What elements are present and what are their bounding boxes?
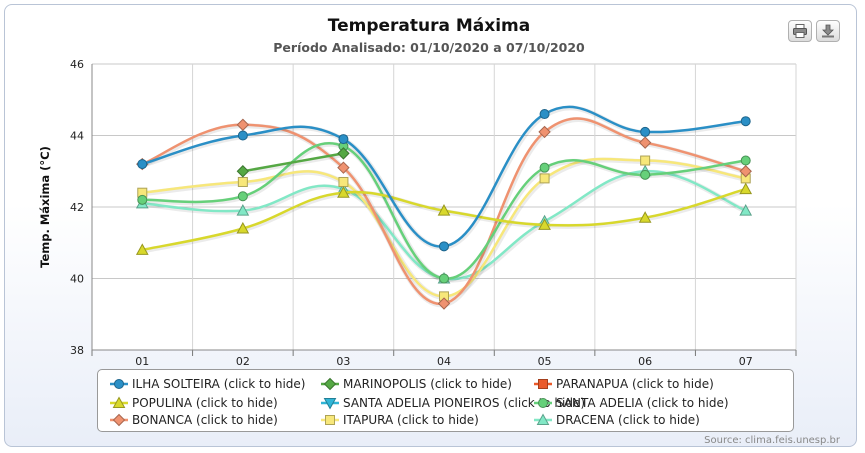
chart-legend: ILHA SOLTEIRA (click to hide) MARINOPOLIS… [97,369,794,432]
legend-marker[interactable] [323,398,337,410]
legend-label: MARINOPOLIS (click to hide) [343,377,512,391]
legend-label: BONANCA (click to hide) [132,413,278,427]
data-point[interactable] [640,169,651,180]
legend-symbol [534,413,552,425]
data-point[interactable] [539,173,550,184]
data-point[interactable] [739,182,753,195]
data-point[interactable] [638,211,652,223]
data-point[interactable] [135,243,149,255]
x-tick-label: 01 [135,355,149,368]
data-point[interactable] [236,204,250,216]
x-tick-label: 03 [336,355,350,368]
legend-symbol [110,396,128,408]
print-button[interactable] [788,20,812,42]
legend-marker[interactable] [538,379,548,389]
series-marinopolis[interactable] [236,147,350,178]
data-point[interactable] [740,116,751,127]
chart-credit: Source: clima.feis.unesp.br [704,435,841,446]
data-point[interactable] [640,126,651,137]
legend-label: SANTA ADELIA PIONEIROS (click to hide) [343,396,586,410]
data-point[interactable] [439,273,449,284]
y-tick-label: 38 [70,344,84,357]
download-icon [822,24,834,38]
x-tick-label: 02 [236,355,250,368]
data-point[interactable] [638,136,652,149]
data-point[interactable] [236,165,250,178]
data-point[interactable] [739,204,753,216]
download-button[interactable] [816,20,840,42]
x-tick-label: 05 [538,355,552,368]
data-point[interactable] [539,109,550,120]
data-point[interactable] [439,241,449,252]
legend-item-bonanca[interactable]: BONANCA (click to hide) [110,411,278,429]
legend-item-itapura[interactable]: ITAPURA (click to hide) [321,411,479,429]
x-tick-label: 04 [437,355,451,368]
data-point[interactable] [437,297,451,310]
data-point[interactable] [337,147,350,160]
legend-marker[interactable] [114,379,124,389]
y-axis-label: Temp. Máxima (°C) [38,146,52,268]
series-bonanca[interactable] [136,117,752,310]
legend-symbol [534,398,552,408]
legend-item-ilha-solteira[interactable]: ILHA SOLTEIRA (click to hide) [110,375,305,393]
series-line[interactable] [242,152,344,173]
legend-label: PARANAPUA (click to hide) [556,377,714,391]
data-point[interactable] [137,159,148,170]
legend-symbol [110,379,128,389]
data-point[interactable] [137,194,148,205]
data-point[interactable] [640,155,651,166]
data-point[interactable] [538,125,551,139]
legend-symbol [321,377,339,391]
data-point[interactable] [236,221,250,234]
printer-icon [793,24,807,38]
legend-item-santa-adelia[interactable]: SANTA ADELIA (click to hide) [534,394,729,412]
series-itapura[interactable] [137,155,751,302]
legend-label: ITAPURA (click to hide) [343,413,479,427]
data-point[interactable] [739,165,752,178]
y-tick-label: 40 [70,273,84,286]
legend-marker[interactable] [112,413,126,427]
series-ilha-solteira[interactable] [137,105,751,252]
data-point[interactable] [740,155,751,166]
legend-symbol [321,398,339,410]
legend-label: ILHA SOLTEIRA (click to hide) [132,377,306,391]
data-point[interactable] [236,118,250,131]
data-point[interactable] [237,191,248,202]
chart-title: Temperatura Máxima [328,16,531,36]
legend-item-dracena[interactable]: DRACENA (click to hide) [534,411,700,429]
legend-marker[interactable] [538,398,548,408]
chart-subtitle: Período Analisado: 01/10/2020 a 07/10/20… [273,40,585,55]
data-point[interactable] [337,186,350,198]
series-populina[interactable] [135,182,753,255]
legend-symbol [321,415,339,425]
legend-symbol [534,379,552,389]
data-point[interactable] [539,162,550,173]
data-point[interactable] [337,161,350,174]
data-point[interactable] [237,176,248,187]
series-santa-adelia[interactable] [137,141,751,284]
y-tick-label: 44 [70,130,84,143]
legend-marker[interactable] [325,415,335,425]
legend-marker[interactable] [112,396,126,408]
legend-symbol [110,413,128,427]
x-tick-label: 07 [739,355,753,368]
legend-label: POPULINA (click to hide) [132,396,278,410]
legend-marker[interactable] [536,413,550,425]
data-point[interactable] [338,176,349,187]
data-point[interactable] [437,204,451,216]
legend-item-marinopolis[interactable]: MARINOPOLIS (click to hide) [321,375,512,393]
legend-marker[interactable] [323,377,337,391]
x-tick-label: 06 [638,355,652,368]
legend-label: SANTA ADELIA (click to hide) [556,396,729,410]
legend-item-populina[interactable]: POPULINA (click to hide) [110,394,278,412]
data-point[interactable] [538,218,551,230]
y-tick-label: 42 [70,201,84,214]
y-tick-label: 46 [70,58,84,71]
legend-item-paranapua[interactable]: PARANAPUA (click to hide) [534,375,714,393]
data-point[interactable] [338,134,349,145]
legend-label: DRACENA (click to hide) [556,413,700,427]
data-point[interactable] [237,130,248,141]
legend-item-santa-adelia-pioneiros[interactable]: SANTA ADELIA PIONEIROS (click to hide) [321,394,585,412]
